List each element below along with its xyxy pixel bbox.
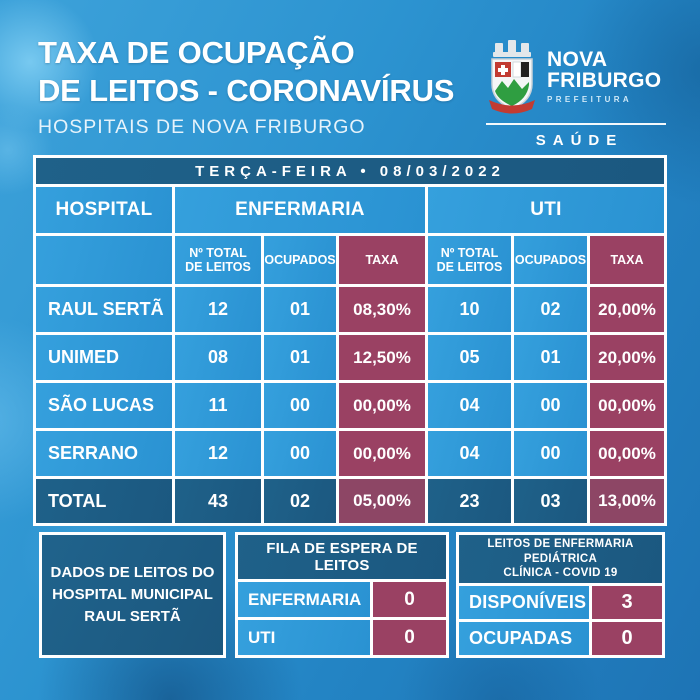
queue-row-label: ENFERMARIA <box>238 582 370 617</box>
subheader-enf-ocupados: OCUPADOS <box>264 236 336 284</box>
subheader-uti-ocupados: OCUPADOS <box>514 236 587 284</box>
hospital-name: SÃO LUCAS <box>36 383 172 428</box>
logo-name-line1: NOVA <box>547 47 608 71</box>
subheader-uti-taxa: TAXA <box>590 236 664 284</box>
total-enf-total-value: 43 <box>175 479 261 523</box>
note-box-raul-serta: DADOS DE LEITOS DO HOSPITAL MUNICIPAL RA… <box>39 532 226 658</box>
enf-ocupados-value: 00 <box>264 431 336 476</box>
prefecture-logo: NOVA FRIBURGO PREFEITURA SAÚDE <box>486 40 666 149</box>
uti-total-value: 10 <box>428 287 511 332</box>
queue-row-label: UTI <box>238 620 370 655</box>
uti-ocupados-value: 01 <box>514 335 587 380</box>
enf-total-value: 12 <box>175 287 261 332</box>
pediatric-beds-box: LEITOS DE ENFERMARIA PEDIÁTRICA CLÍNICA … <box>456 532 665 658</box>
uti-ocupados-value: 00 <box>514 431 587 476</box>
total-uti-taxa-value: 13,00% <box>590 479 664 523</box>
note-line-1: DADOS DE LEITOS DO <box>50 564 215 582</box>
uti-total-value: 05 <box>428 335 511 380</box>
enf-total-value: 11 <box>175 383 261 428</box>
uti-ocupados-value: 02 <box>514 287 587 332</box>
total-enf-ocupados-value: 02 <box>264 479 336 523</box>
total-row-label: TOTAL <box>36 479 172 523</box>
total-enf-taxa-value: 05,00% <box>339 479 425 523</box>
enf-ocupados-value: 01 <box>264 287 336 332</box>
col-header-hospital: HOSPITAL <box>36 187 172 233</box>
subheader-enf-total: Nº TOTAL DE LEITOS <box>175 236 261 284</box>
logo-saude-label: SAÚDE <box>535 132 624 149</box>
coat-of-arms-icon <box>489 40 535 114</box>
queue-row-value: 0 <box>373 582 446 617</box>
logo-name-line2: FRIBURGO <box>547 68 662 92</box>
subheader-enf-taxa: TAXA <box>339 236 425 284</box>
enf-taxa-value: 00,00% <box>339 431 425 476</box>
date-bar: TERÇA-FEIRA • 08/03/2022 <box>36 158 664 184</box>
pediatric-row-value: 3 <box>592 586 662 619</box>
enf-total-value: 08 <box>175 335 261 380</box>
queue-row-value: 0 <box>373 620 446 655</box>
uti-total-value: 04 <box>428 431 511 476</box>
group-header-uti: UTI <box>428 187 664 233</box>
hospital-name: RAUL SERTÃ <box>36 287 172 332</box>
note-line-2: HOSPITAL MUNICIPAL <box>52 586 213 604</box>
enf-taxa-value: 08,30% <box>339 287 425 332</box>
enf-total-value: 12 <box>175 431 261 476</box>
uti-ocupados-value: 00 <box>514 383 587 428</box>
occupancy-table: TERÇA-FEIRA • 08/03/2022 HOSPITAL ENFERM… <box>33 155 667 526</box>
note-line-3: RAUL SERTÃ <box>84 607 181 625</box>
pediatric-box-title: LEITOS DE ENFERMARIA PEDIÁTRICA CLÍNICA … <box>459 535 662 583</box>
title-line-1: TAXA DE OCUPAÇÃO <box>38 35 355 70</box>
enf-ocupados-value: 00 <box>264 383 336 428</box>
pediatric-row-label: DISPONÍVEIS <box>459 586 589 619</box>
total-uti-total-value: 23 <box>428 479 511 523</box>
pediatric-row-value: 0 <box>592 622 662 655</box>
uti-total-value: 04 <box>428 383 511 428</box>
hospital-name: UNIMED <box>36 335 172 380</box>
subheader-uti-total: Nº TOTAL DE LEITOS <box>428 236 511 284</box>
enf-ocupados-value: 01 <box>264 335 336 380</box>
uti-taxa-value: 00,00% <box>590 431 664 476</box>
page-subtitle: HOSPITAIS DE NOVA FRIBURGO <box>38 115 366 138</box>
uti-taxa-value: 20,00% <box>590 335 664 380</box>
uti-taxa-value: 00,00% <box>590 383 664 428</box>
logo-prefeitura-label: PREFEITURA <box>547 95 633 105</box>
hospital-name: SERRANO <box>36 431 172 476</box>
pediatric-row-label: OCUPADAS <box>459 622 589 655</box>
page-title: TAXA DE OCUPAÇÃO DE LEITOS - CORONAVÍRUS… <box>38 34 454 139</box>
title-line-2: DE LEITOS - CORONAVÍRUS <box>38 73 455 109</box>
group-header-enfermaria: ENFERMARIA <box>175 187 425 233</box>
enf-taxa-value: 12,50% <box>339 335 425 380</box>
waiting-queue-title: FILA DE ESPERA DE LEITOS <box>238 535 446 579</box>
total-uti-ocupados-value: 03 <box>514 479 587 523</box>
enf-taxa-value: 00,00% <box>339 383 425 428</box>
waiting-queue-box: FILA DE ESPERA DE LEITOS ENFERMARIA 0 UT… <box>235 532 449 658</box>
subheader-empty-cell <box>36 236 172 284</box>
uti-taxa-value: 20,00% <box>590 287 664 332</box>
logo-divider <box>486 123 666 125</box>
